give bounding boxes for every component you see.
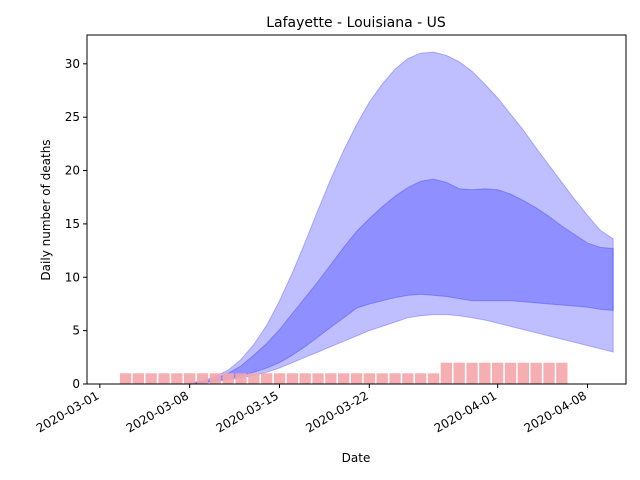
bar-2020-03-16 [286, 373, 298, 384]
x-tick-label-2020-03-15: 2020-03-15 [214, 388, 281, 435]
band-outer [189, 51, 614, 385]
x-tick-label-2020-04-01: 2020-04-01 [432, 388, 499, 435]
bar-2020-03-20 [338, 373, 350, 384]
bar-2020-03-30 [466, 362, 478, 384]
bar-2020-04-05 [543, 362, 555, 384]
bar-2020-03-13 [248, 373, 260, 384]
bar-2020-03-24 [389, 373, 401, 384]
y-tick-label-10: 10 [65, 270, 80, 284]
bar-2020-03-21 [350, 373, 363, 384]
bar-2020-03-12 [235, 373, 247, 384]
bar-2020-03-19 [325, 373, 337, 384]
band-inner [189, 178, 614, 385]
bar-2020-03-15 [273, 373, 286, 384]
bar-2020-03-18 [312, 373, 324, 384]
bar-2020-03-06 [158, 373, 170, 384]
x-ticks: 2020-03-01 2020-03-08 2020-03-15 2020-03-22… [34, 384, 589, 435]
y-axis-label: Daily number of deaths [39, 139, 53, 280]
bar-2020-04-01 [492, 362, 504, 384]
x-tick-label-2020-03-08: 2020-03-08 [124, 388, 191, 435]
y-ticks: 0 5 10 15 20 25 30 [65, 57, 87, 391]
bars-layer [119, 362, 568, 384]
bar-2020-03-26 [415, 373, 427, 384]
bar-2020-03-14 [261, 373, 273, 384]
bar-2020-03-05 [145, 373, 157, 384]
bar-2020-04-04 [530, 362, 542, 384]
y-tick-label-20: 20 [65, 164, 80, 178]
bar-2020-03-31 [479, 362, 491, 384]
x-axis-label: Date [342, 451, 371, 465]
y-tick-label-25: 25 [65, 110, 80, 124]
bar-2020-03-07 [171, 373, 183, 384]
bar-2020-03-22 [363, 373, 375, 384]
y-tick-label-30: 30 [65, 57, 80, 71]
bar-2020-04-06 [556, 362, 568, 384]
x-tick-label-2020-04-08: 2020-04-08 [522, 388, 589, 435]
bar-2020-03-03 [119, 373, 132, 384]
bar-2020-03-11 [222, 373, 234, 384]
y-tick-label-15: 15 [65, 217, 80, 231]
bar-2020-03-17 [299, 373, 311, 384]
bar-2020-04-03 [517, 362, 529, 384]
bar-2020-03-04 [132, 373, 144, 384]
bar-2020-03-28 [440, 362, 452, 384]
bar-2020-03-08 [184, 373, 196, 384]
bands-layer [189, 51, 614, 385]
chart-title: Lafayette - Louisiana - US [266, 15, 446, 31]
x-tick-label-2020-03-22: 2020-03-22 [303, 388, 370, 435]
bar-2020-03-10 [209, 373, 221, 384]
y-tick-label-5: 5 [72, 324, 80, 338]
bar-2020-03-23 [376, 373, 388, 384]
bar-2020-03-27 [427, 373, 440, 384]
bar-2020-03-25 [402, 373, 414, 384]
bar-2020-03-29 [453, 362, 465, 384]
bar-2020-03-09 [196, 373, 209, 384]
plot-frame [86, 34, 627, 385]
y-tick-label-0: 0 [72, 377, 80, 391]
bar-2020-04-02 [504, 362, 517, 384]
x-tick-label-2020-03-01: 2020-03-01 [34, 388, 101, 435]
